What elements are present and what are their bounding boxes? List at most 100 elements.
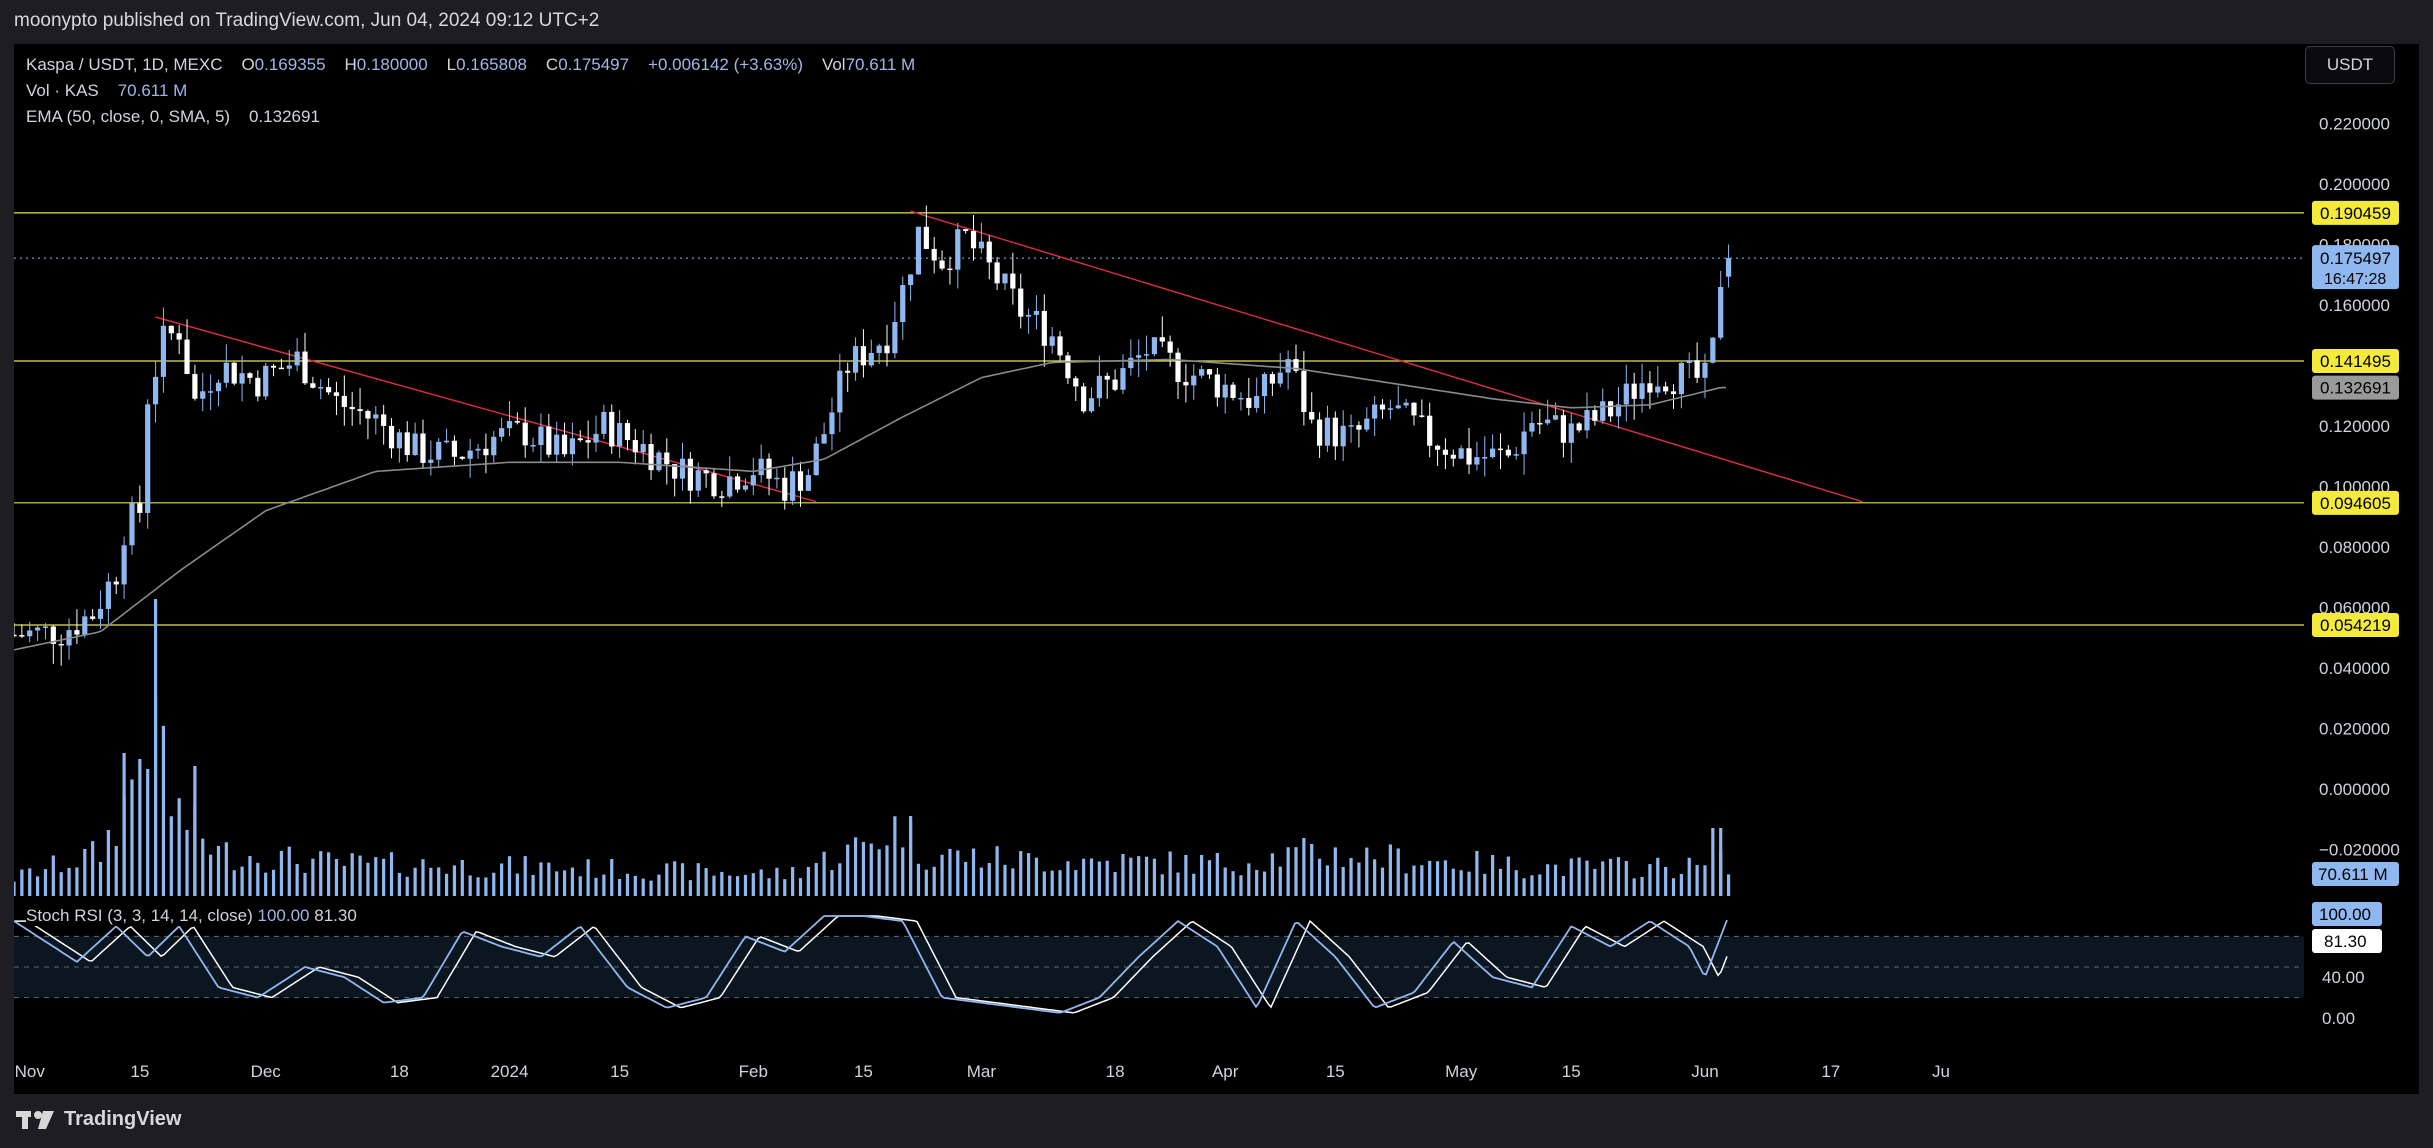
candle-body[interactable]: [27, 630, 33, 637]
candle-body[interactable]: [1694, 360, 1700, 378]
candle-body[interactable]: [750, 475, 756, 486]
candle-body[interactable]: [1340, 425, 1346, 447]
candle-body[interactable]: [286, 365, 292, 369]
candle-body[interactable]: [1623, 383, 1629, 405]
candle-body[interactable]: [318, 387, 324, 389]
candle-body[interactable]: [522, 422, 528, 446]
candle-body[interactable]: [908, 274, 914, 286]
candle-body[interactable]: [939, 260, 945, 269]
candle-body[interactable]: [577, 438, 583, 441]
candle-body[interactable]: [1529, 422, 1535, 432]
candle-body[interactable]: [955, 229, 961, 270]
candle-body[interactable]: [90, 616, 96, 619]
candle-body[interactable]: [1096, 375, 1102, 399]
candle-body[interactable]: [1214, 374, 1220, 398]
candle-body[interactable]: [184, 339, 190, 374]
candle-body[interactable]: [1246, 397, 1252, 408]
candle-body[interactable]: [1143, 354, 1150, 356]
candle-body[interactable]: [782, 477, 788, 501]
candle-body[interactable]: [145, 404, 151, 513]
candle-body[interactable]: [1379, 404, 1386, 410]
candle-body[interactable]: [632, 440, 638, 453]
candle-body[interactable]: [1309, 411, 1315, 420]
candle-body[interactable]: [1490, 448, 1496, 458]
candle-body[interactable]: [1678, 362, 1684, 395]
candle-body[interactable]: [381, 414, 387, 426]
candle-body[interactable]: [561, 434, 568, 455]
candle-body[interactable]: [420, 433, 426, 463]
candle-body[interactable]: [727, 476, 733, 497]
candle-body[interactable]: [294, 351, 300, 366]
candle-body[interactable]: [1254, 396, 1260, 408]
chart-area[interactable]: 0.2200000.2000000.1800000.1600000.140000…: [14, 44, 2419, 1094]
candle-body[interactable]: [970, 231, 977, 249]
candle-body[interactable]: [876, 345, 882, 353]
candle-body[interactable]: [994, 262, 1000, 284]
candle-body[interactable]: [695, 470, 701, 491]
candle-body[interactable]: [538, 426, 544, 446]
candle-body[interactable]: [569, 438, 576, 455]
candle-body[interactable]: [829, 412, 835, 435]
candle-body[interactable]: [1136, 355, 1142, 358]
candle-body[interactable]: [1466, 448, 1472, 465]
candle-body[interactable]: [1521, 431, 1527, 455]
candle-body[interactable]: [837, 370, 843, 413]
candle-body[interactable]: [483, 448, 489, 456]
candle-body[interactable]: [1285, 359, 1291, 373]
candle-body[interactable]: [255, 377, 261, 397]
candle-body[interactable]: [1041, 310, 1047, 346]
candle-body[interactable]: [1057, 336, 1063, 356]
candle-body[interactable]: [1395, 405, 1401, 409]
candle-body[interactable]: [1261, 374, 1268, 397]
candle-body[interactable]: [1387, 408, 1393, 410]
candle-body[interactable]: [1537, 422, 1543, 425]
candle-body[interactable]: [514, 421, 520, 423]
candle-body[interactable]: [1568, 423, 1574, 443]
candle-body[interactable]: [1576, 423, 1582, 431]
candle-body[interactable]: [805, 475, 811, 491]
candle-body[interactable]: [1686, 360, 1692, 363]
candle-body[interactable]: [1002, 273, 1008, 284]
candle-body[interactable]: [14, 634, 17, 637]
candle-body[interactable]: [1364, 418, 1370, 430]
candle-body[interactable]: [1230, 384, 1236, 398]
candle-body[interactable]: [74, 630, 80, 635]
candle-body[interactable]: [656, 452, 662, 471]
candle-body[interactable]: [1159, 337, 1165, 342]
candle-body[interactable]: [270, 365, 277, 368]
candle-body[interactable]: [1269, 374, 1275, 384]
candle-body[interactable]: [1324, 417, 1331, 446]
candle-body[interactable]: [1600, 401, 1606, 421]
candle-body[interactable]: [1718, 286, 1724, 338]
candle-body[interactable]: [852, 346, 859, 373]
candle-body[interactable]: [1112, 379, 1118, 390]
candle-body[interactable]: [1277, 372, 1283, 384]
candle-body[interactable]: [711, 473, 717, 497]
candle-body[interactable]: [640, 444, 646, 453]
candle-body[interactable]: [1120, 368, 1126, 390]
candle-body[interactable]: [428, 459, 434, 463]
candle-body[interactable]: [82, 616, 88, 635]
candle-body[interactable]: [396, 432, 402, 449]
ema-indicator-title[interactable]: EMA (50, close, 0, SMA, 5): [26, 107, 231, 126]
candle-body[interactable]: [1427, 415, 1433, 446]
candle-body[interactable]: [1356, 425, 1362, 430]
stoch-k-line[interactable]: [14, 915, 1728, 1014]
candle-body[interactable]: [58, 643, 64, 646]
candle-body[interactable]: [357, 409, 363, 412]
candle-body[interactable]: [813, 443, 819, 476]
candle-body[interactable]: [719, 496, 725, 498]
candle-body[interactable]: [97, 608, 104, 619]
candle-body[interactable]: [1552, 415, 1559, 420]
candle-body[interactable]: [152, 376, 159, 405]
candle-body[interactable]: [499, 428, 505, 437]
candle-body[interactable]: [19, 635, 25, 637]
currency-button[interactable]: USDT: [2305, 46, 2395, 84]
candle-body[interactable]: [884, 345, 890, 354]
candle-body[interactable]: [168, 325, 174, 334]
candle-body[interactable]: [200, 391, 206, 399]
candle-body[interactable]: [821, 434, 827, 444]
candle-body[interactable]: [302, 351, 308, 384]
candle-body[interactable]: [797, 471, 804, 491]
candle-body[interactable]: [1725, 258, 1732, 277]
